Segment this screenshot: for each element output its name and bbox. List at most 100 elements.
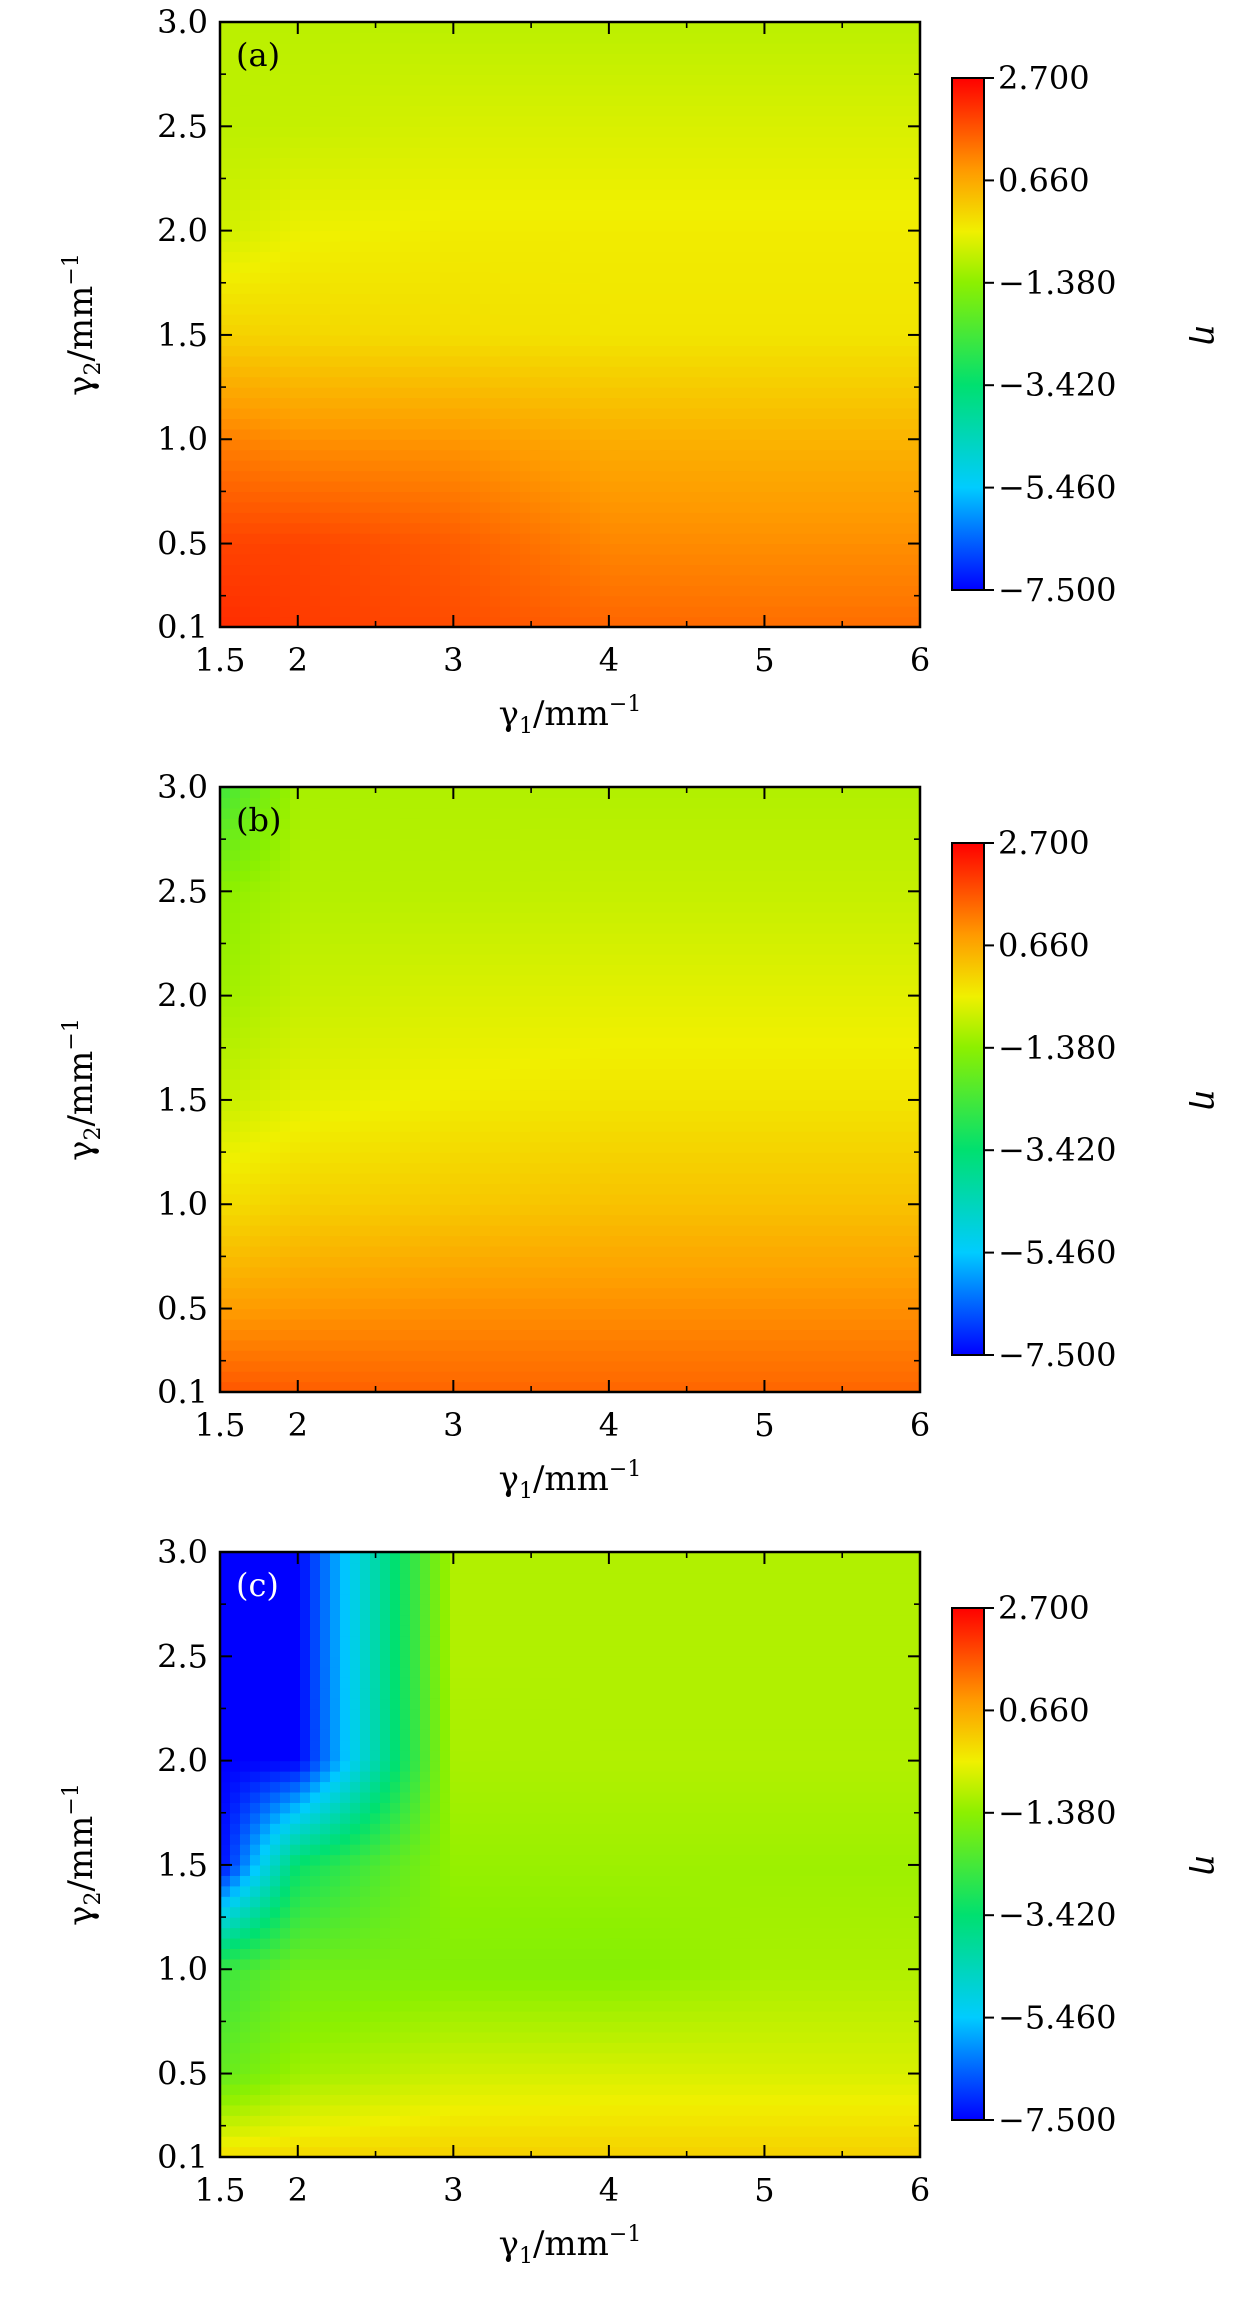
heatmap-cell [260,1099,271,1111]
heatmap-cell [890,522,901,534]
heatmap-cell [590,460,601,472]
heatmap-cell [690,53,701,65]
heatmap-cell [910,345,921,357]
heatmap-cell [390,574,401,586]
heatmap-cell [690,418,701,430]
heatmap-cell [460,178,471,190]
heatmap-cell [250,147,261,159]
heatmap-cell [880,168,891,180]
heatmap-cell [470,168,481,180]
heatmap-cell [410,501,421,513]
heatmap-cell [740,314,751,326]
heatmap-cell [640,126,651,138]
heatmap-cell [860,480,871,492]
heatmap-cell [800,585,811,597]
heatmap-cell [530,199,541,211]
heatmap-cell [440,147,451,159]
heatmap-cell [580,606,591,618]
heatmap-cell [610,334,621,346]
heatmap-cell [300,807,311,819]
heatmap-cell [470,136,481,148]
heatmap-cell [240,1245,251,1257]
heatmap-cell [240,891,251,903]
heatmap-cell [680,293,691,305]
heatmap-cell [600,157,611,169]
heatmap-cell [410,95,421,107]
heatmap-cell [290,1318,301,1331]
heatmap-cell [650,84,661,96]
heatmap-cell [510,42,521,54]
heatmap-cell [860,355,871,367]
heatmap-cell [670,105,681,117]
heatmap-cell [330,533,341,545]
heatmap-cell [710,460,721,472]
heatmap-cell [670,460,681,472]
heatmap-cell [770,470,781,482]
heatmap-cell [550,428,561,440]
heatmap-cell [730,126,741,138]
heatmap-cell [580,220,591,232]
heatmap-cell [270,1225,281,1237]
heatmap-cell [460,84,471,96]
heatmap-cell [300,220,311,232]
heatmap-cell [220,1339,231,1351]
heatmap-cell [270,136,281,148]
heatmap-cell [330,606,341,618]
heatmap-cell [250,491,261,503]
heatmap-cell [400,42,411,54]
heatmap-cell [620,261,631,273]
heatmap-cell [510,606,521,618]
heatmap-cell [620,606,631,618]
heatmap-cell [290,860,301,872]
heatmap-cell [870,324,881,336]
heatmap-cell [690,282,701,294]
heatmap-cell [850,460,861,472]
heatmap-cell [540,480,551,492]
heatmap-cell [660,63,671,75]
heatmap-cell [700,366,711,378]
heatmap-cell [470,74,481,86]
heatmap-cell [830,136,841,148]
heatmap-cell [900,157,911,169]
heatmap-cell [260,943,271,955]
heatmap-cell [890,293,901,305]
heatmap-cell [880,53,891,65]
heatmap-cell [350,1016,361,1028]
heatmap-cell [320,1225,331,1237]
heatmap-cell [500,522,511,534]
heatmap-cell [490,95,501,107]
heatmap-cell [440,220,451,232]
heatmap-cell [260,63,271,75]
heatmap-cell [650,105,661,117]
heatmap-cell [590,303,601,315]
heatmap-cell [440,543,451,555]
heatmap-cell [260,1214,271,1226]
heatmap-cell [310,849,321,861]
heatmap-cell [730,42,741,54]
heatmap-cell [370,157,381,169]
heatmap-cell [550,553,561,566]
heatmap-cell [270,1266,281,1278]
heatmap-cell [280,880,291,892]
heatmap-cell [350,828,361,840]
heatmap-cell [760,84,771,96]
heatmap-cell [340,366,351,378]
heatmap-cell [630,53,641,65]
heatmap-cell [220,1120,231,1132]
heatmap-cell [340,606,351,618]
heatmap-cell [290,922,301,934]
heatmap-cell [350,251,361,263]
heatmap-cell [470,126,481,138]
heatmap-cell [420,376,431,388]
heatmap-cell [410,616,421,628]
heatmap-cell [340,136,351,148]
heatmap-cell [230,84,241,96]
heatmap-cell [240,387,251,399]
heatmap-cell [540,282,551,294]
heatmap-cell [730,574,741,586]
heatmap-cell [750,407,761,419]
heatmap-cell [630,22,641,34]
heatmap-cell [310,880,321,892]
heatmap-cell [550,366,561,378]
heatmap-cell [270,460,281,472]
